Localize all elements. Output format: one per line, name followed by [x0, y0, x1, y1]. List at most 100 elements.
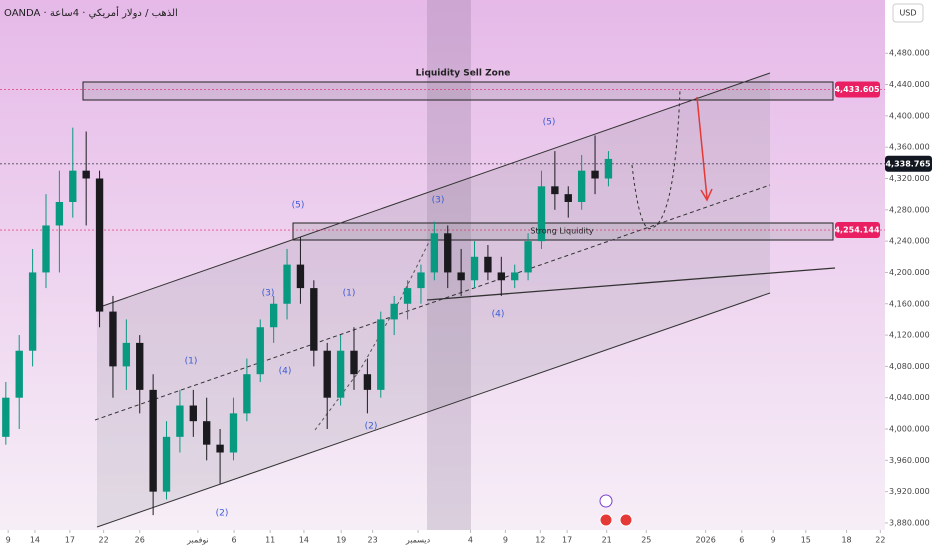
candle-body	[511, 272, 519, 281]
price-tag-label: 4,338.765	[885, 159, 930, 168]
y-tick-label: 4,080.000	[889, 362, 930, 371]
candle-body	[122, 342, 131, 367]
x-tick-label: 21	[602, 536, 612, 545]
candle-body	[497, 272, 505, 281]
candle-body	[162, 436, 171, 492]
candle-body	[551, 186, 559, 195]
x-tick-label: 18	[841, 536, 851, 545]
y-tick-label: 4,000.000	[889, 425, 930, 434]
candle-body	[484, 256, 492, 273]
plot-background	[0, 0, 885, 530]
candle-body	[229, 413, 238, 453]
x-tick-label: 9	[771, 536, 776, 545]
x-tick-label: 26	[135, 536, 145, 545]
x-tick-label: 4	[468, 536, 473, 545]
candle-body	[564, 194, 572, 202]
wave-label: (3)	[262, 289, 275, 299]
candle-body	[310, 288, 318, 351]
currency[interactable]: USD	[899, 9, 916, 18]
candle-body	[430, 233, 439, 273]
channel-mid	[94, 184, 771, 421]
candles	[2, 127, 613, 516]
candle-body	[323, 350, 331, 398]
x-tick-label: ديسمبر	[405, 536, 431, 545]
x-tick-label: 12	[535, 536, 545, 545]
wave-label: (1)	[343, 289, 356, 299]
y-tick-label: 4,240.000	[889, 237, 930, 246]
y-tick-label: 4,400.000	[889, 111, 930, 120]
x-tick-label: 19	[336, 536, 346, 545]
x-tick-label: 25	[641, 536, 651, 545]
liquidity-zone	[292, 222, 834, 241]
x-tick-label: 17	[65, 536, 75, 545]
candle-body	[109, 311, 117, 367]
candle-body	[42, 225, 50, 273]
x-tick-label: نوفمبر	[186, 536, 209, 545]
y-tick-label: 4,280.000	[889, 205, 930, 214]
y-tick-label: 4,040.000	[889, 393, 930, 402]
channel-lower	[96, 292, 771, 528]
y-tick-label: 4,320.000	[889, 174, 930, 183]
wave-label: (5)	[543, 118, 556, 128]
candle-body	[390, 303, 398, 320]
wave-label: (5)	[292, 201, 305, 211]
candle-body	[457, 272, 465, 281]
x-tick-label: 17	[562, 536, 572, 545]
x-tick-label: 11	[265, 536, 275, 545]
candle-body	[417, 272, 425, 289]
y-tick-label: 4,160.000	[889, 299, 930, 308]
candle-body	[243, 374, 251, 414]
candle-body	[537, 186, 546, 242]
x-tick-label: 22	[99, 536, 109, 545]
candle-body	[82, 170, 90, 179]
event-icon	[599, 513, 613, 527]
channel-upper	[96, 72, 771, 309]
annotation: Strong Liquidity	[530, 227, 593, 236]
candle-body	[591, 170, 599, 179]
wave-label: (1)	[185, 357, 198, 367]
candle-body	[269, 303, 278, 328]
candle-body	[577, 170, 586, 202]
event-icon	[599, 494, 613, 508]
x-tick-label: 6	[739, 536, 744, 545]
candle-body	[256, 327, 264, 375]
candle-body	[55, 201, 64, 226]
candle-body	[203, 421, 211, 445]
x-tick-label: 15	[801, 536, 811, 545]
time-axis-background	[0, 530, 885, 550]
y-tick-label: 3,920.000	[889, 487, 930, 496]
candle-body	[363, 374, 372, 390]
event-icon	[619, 513, 633, 527]
wave-label: (4)	[492, 310, 505, 320]
candle-body	[336, 350, 345, 398]
x-tick-label: 14	[30, 536, 40, 545]
wave-label: (2)	[365, 422, 378, 432]
candle-body	[216, 444, 224, 453]
candle-body	[470, 256, 479, 281]
candle-body	[2, 397, 10, 437]
y-tick-label: 3,960.000	[889, 456, 930, 465]
symbol-header: OANDA · الذهب / دولار أمريكي · 4ساعة	[4, 6, 178, 19]
x-tick-label: 9	[503, 536, 508, 545]
candle-body	[69, 170, 77, 202]
sell-zone	[82, 81, 834, 101]
x-tick-label: 14	[299, 536, 309, 545]
price-tag	[885, 155, 932, 172]
candle-body	[524, 241, 532, 273]
candle-body	[444, 233, 452, 273]
y-tick-label: 4,120.000	[889, 331, 930, 340]
candle-body	[296, 264, 305, 289]
sell-arrow	[696, 96, 708, 199]
x-tick-label: 23	[368, 536, 378, 545]
x-tick-label: 9	[6, 536, 11, 545]
candle-body	[403, 288, 412, 304]
candle-body	[189, 405, 197, 422]
y-tick-label: 3,880.000	[889, 518, 930, 527]
candle-body	[136, 342, 144, 390]
currency-box[interactable]	[892, 3, 924, 23]
candle-body	[604, 158, 613, 179]
x-tick-label: 6	[232, 536, 237, 545]
candle-body	[149, 389, 157, 492]
x-tick-label: 22	[875, 536, 885, 545]
y-tick-label: 4,440.000	[889, 80, 930, 89]
